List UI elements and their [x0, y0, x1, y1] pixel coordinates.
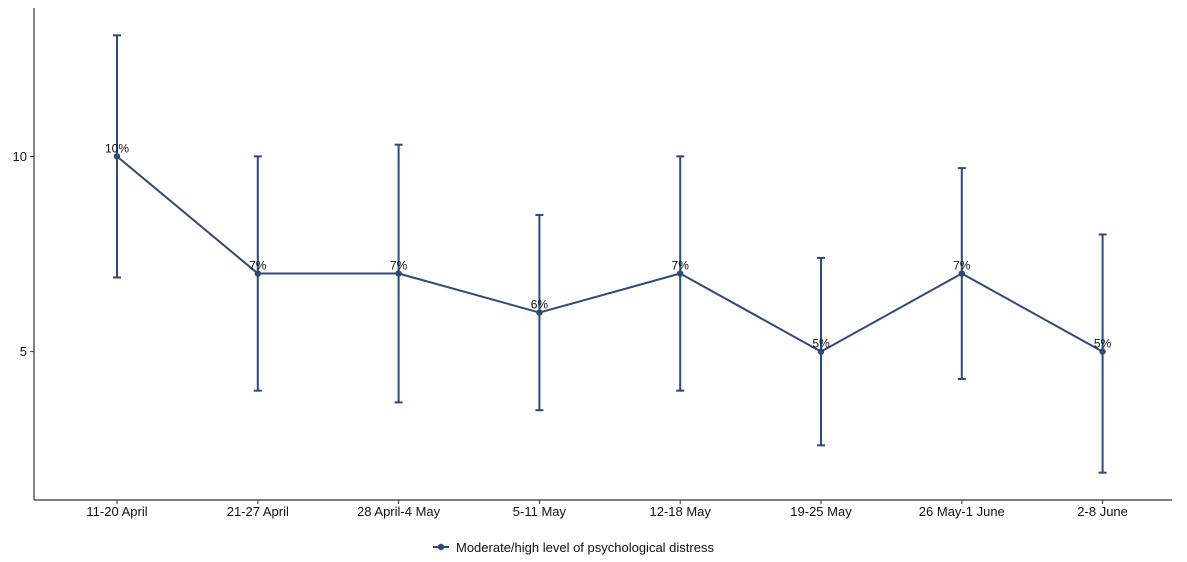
legend-point-swatch [437, 543, 445, 551]
axes: 5 10 11-20 April 21-27 April 28 April-4 May 5… [13, 8, 1172, 519]
data-point [395, 270, 402, 277]
legend-label: Moderate/high level of psychological dis… [456, 540, 714, 555]
x-tick-label: 12-18 May [649, 504, 711, 519]
y-tick-label: 10 [13, 149, 27, 164]
data-point [113, 153, 121, 160]
x-tick-label: 11-20 April [86, 504, 147, 519]
data-point [536, 309, 543, 316]
x-tick-label: 2-8 June [1077, 504, 1128, 519]
data-label: 5% [812, 337, 830, 351]
data-label: 7% [390, 259, 408, 273]
data-label: 5% [1094, 337, 1112, 351]
series-line [116, 155, 1104, 353]
legend: Moderate/high level of psychological dis… [433, 540, 714, 555]
data-point [958, 270, 965, 277]
data-point [254, 270, 261, 277]
data-label: 7% [672, 259, 690, 273]
series-lines [116, 155, 1104, 353]
data-label: 7% [953, 259, 971, 273]
x-tick-label: 26 May-1 June [919, 504, 1005, 519]
x-tick-label: 21-27 April [227, 504, 289, 519]
data-point [677, 270, 684, 277]
x-tick-label: 5-11 May [513, 504, 567, 519]
data-point [817, 348, 825, 355]
data-label: 6% [531, 298, 549, 312]
data-point [1099, 348, 1106, 355]
x-tick-label: 19-25 May [790, 504, 852, 519]
data-label: 7% [249, 259, 267, 273]
error-bars [113, 34, 1107, 474]
y-tick-label: 5 [20, 344, 27, 359]
data-labels: 10% 7% 7% 6% 7% 5% 7% 5% [105, 141, 1112, 350]
data-points [113, 153, 1106, 355]
data-label: 10% [105, 141, 129, 155]
x-tick-label: 28 April-4 May [357, 504, 441, 519]
